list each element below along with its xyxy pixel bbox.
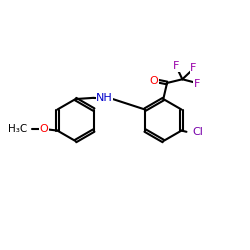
- Text: F: F: [190, 63, 197, 73]
- Text: O: O: [149, 76, 158, 86]
- Text: NH: NH: [96, 93, 113, 103]
- Text: O: O: [40, 124, 48, 134]
- Text: F: F: [194, 79, 200, 89]
- Text: F: F: [173, 62, 179, 72]
- Text: H₃C: H₃C: [8, 124, 27, 134]
- Text: Cl: Cl: [192, 127, 203, 137]
